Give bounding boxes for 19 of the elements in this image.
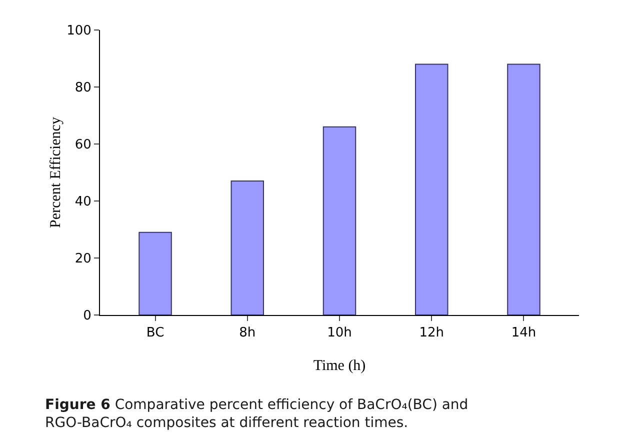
bar <box>507 64 540 315</box>
x-tick-label: 10h <box>327 326 352 341</box>
bar <box>415 64 448 315</box>
x-axis-title: Time (h) <box>313 358 366 374</box>
y-tick-label: 60 <box>74 138 92 153</box>
x-tick-label: BC <box>146 326 164 341</box>
bar <box>230 180 264 315</box>
x-tick-label: 8h <box>239 326 256 341</box>
y-axis-title: Percent Efficiency <box>48 116 64 228</box>
y-tick-label: 80 <box>74 80 92 96</box>
y-tick-label: 20 <box>74 252 92 267</box>
y-tick-label: 0 <box>83 308 92 324</box>
x-tick-label: 14h <box>511 326 536 341</box>
bar <box>322 126 356 315</box>
bar <box>138 232 172 315</box>
caption: Figure 6 Comparative percent efficiency of BaCrO₄(BC) and RGO-BaCrO₄ composites at different reaction times. <box>45 397 468 432</box>
y-tick-label: 40 <box>74 194 92 210</box>
x-tick-label: 12h <box>419 326 444 341</box>
y-tick-label: 100 <box>66 24 92 39</box>
